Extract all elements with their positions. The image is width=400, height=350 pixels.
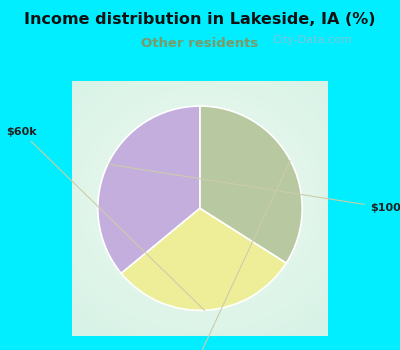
Text: $100k: $100k [108,164,400,213]
Text: $150k: $150k [171,161,290,350]
Wedge shape [200,106,302,263]
Wedge shape [98,106,200,273]
Text: City-Data.com: City-Data.com [273,35,352,44]
Text: Other residents: Other residents [141,37,259,50]
Text: $60k: $60k [6,127,204,310]
Wedge shape [121,208,286,310]
Text: Income distribution in Lakeside, IA (%): Income distribution in Lakeside, IA (%) [24,12,376,27]
